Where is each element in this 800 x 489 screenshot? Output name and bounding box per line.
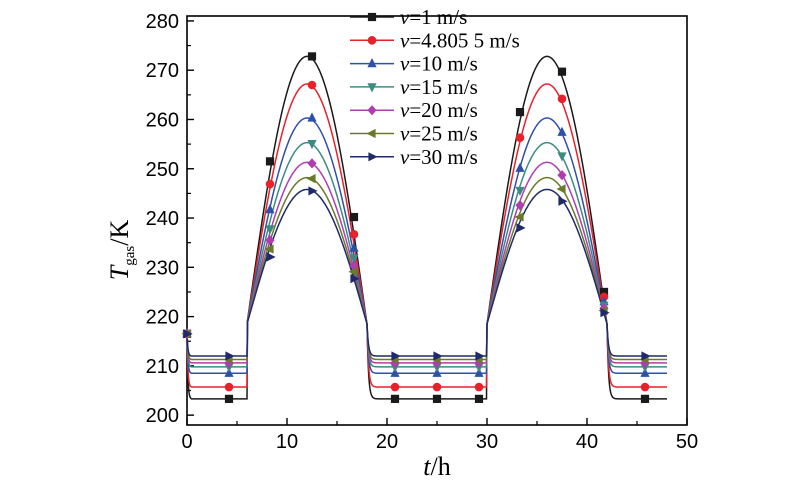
data-point [183, 329, 193, 339]
data-point [515, 133, 525, 143]
data-point [307, 112, 317, 122]
data-point [348, 267, 358, 277]
data-point [265, 225, 275, 235]
data-point [557, 152, 567, 162]
legend-label: v=4.805 5 m/s [400, 28, 520, 52]
data-point [307, 80, 317, 90]
y-tick-label: 200 [146, 405, 179, 427]
legend-label: v=1 m/s [400, 5, 467, 29]
data-point [349, 229, 359, 239]
data-point [558, 196, 568, 206]
legend-label: v=20 m/s [400, 98, 478, 122]
data-point [516, 223, 526, 233]
data-point [349, 254, 359, 264]
data-point [307, 158, 317, 169]
legend-marker [367, 105, 377, 116]
x-tick-label: 10 [276, 431, 298, 453]
data-point [224, 357, 234, 369]
series-line [186, 176, 667, 361]
series-line [186, 141, 667, 368]
data-point [557, 67, 567, 76]
x-tick-label: 30 [476, 431, 498, 453]
data-point [474, 382, 484, 392]
data-point [265, 179, 275, 189]
y-tick-label: 280 [146, 11, 179, 33]
legend-marker [367, 83, 377, 93]
y-axis-ticks: 200 210 220 230 240 250 260 270 280 [146, 11, 194, 427]
y-tick-label: 270 [146, 60, 179, 82]
data-point [264, 244, 274, 254]
marker-layer [181, 52, 651, 403]
data-point [349, 212, 359, 222]
data-point [224, 394, 234, 403]
data-point [557, 126, 567, 136]
y-axis-label: Tgas/K [105, 220, 138, 281]
data-point [557, 170, 567, 181]
data-point [225, 351, 235, 361]
series-line [186, 55, 667, 400]
legend-label: v=15 m/s [400, 75, 478, 99]
y-tick-label: 260 [146, 109, 179, 131]
data-point [433, 351, 443, 361]
x-tick-label: 0 [181, 431, 192, 453]
data-point [515, 186, 525, 197]
data-point [432, 382, 442, 392]
data-point [224, 382, 234, 392]
data-point [350, 274, 360, 284]
legend-marker [366, 128, 376, 139]
y-tick-label: 210 [146, 356, 179, 378]
data-point [557, 94, 567, 104]
y-tick-label: 240 [146, 208, 179, 230]
x-axis-ticks: 0 10 20 30 40 50 [181, 418, 698, 453]
data-point [306, 174, 316, 184]
data-point [265, 157, 275, 166]
data-point [640, 357, 650, 369]
data-point [515, 200, 525, 211]
data-point [475, 351, 485, 361]
data-point [640, 382, 650, 392]
x-tick-label: 40 [576, 431, 598, 453]
data-point [307, 52, 317, 61]
data-point [265, 204, 275, 214]
data-point [640, 394, 650, 403]
legend-marker [367, 12, 377, 22]
data-point [349, 242, 359, 252]
series-line [186, 161, 667, 364]
data-point [391, 351, 401, 361]
data-point [474, 394, 484, 403]
data-point [265, 235, 275, 246]
data-point [514, 212, 524, 222]
data-point [600, 308, 610, 318]
data-point [599, 287, 609, 297]
data-point [390, 394, 400, 403]
data-point [307, 140, 317, 150]
data-point [641, 351, 651, 361]
data-point [515, 107, 525, 117]
legend-label: v=10 m/s [400, 52, 478, 76]
legend-label: v=30 m/s [400, 145, 478, 169]
y-tick-label: 230 [146, 257, 179, 279]
legend-label: v=25 m/s [400, 122, 478, 146]
y-tick-label: 250 [146, 159, 179, 181]
data-point [556, 184, 566, 194]
legend-marker [368, 152, 378, 162]
x-tick-label: 50 [676, 431, 698, 453]
legend-marker [367, 36, 377, 45]
data-point [515, 162, 525, 172]
data-point [308, 186, 318, 196]
legend: v=1 m/sv=4.805 5 m/sv=10 m/sv=15 m/sv=20… [350, 5, 520, 169]
data-point [266, 252, 276, 262]
data-point [432, 394, 442, 403]
x-tick-label: 20 [376, 431, 398, 453]
legend-marker [367, 58, 377, 68]
y-tick-label: 220 [146, 307, 179, 329]
x-axis-label: t/h [423, 452, 450, 481]
series-line [186, 117, 667, 375]
data-point [390, 382, 400, 392]
series-line [186, 83, 667, 388]
